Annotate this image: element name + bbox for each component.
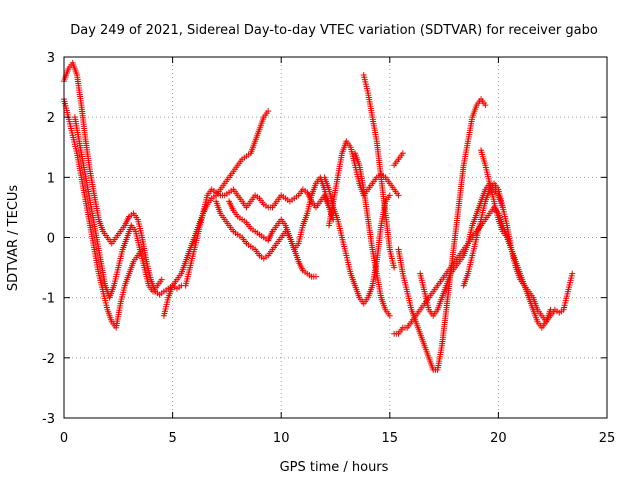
series-arc-3 xyxy=(71,114,165,301)
data-point xyxy=(312,273,319,280)
series-arc-1 xyxy=(61,60,185,298)
chart-title: Day 249 of 2021, Sidereal Day-to-day VTE… xyxy=(70,23,598,38)
y-tick-label: 3 xyxy=(47,51,55,66)
y-tick-label: 0 xyxy=(47,232,55,247)
y-tick-label: -1 xyxy=(42,292,55,307)
data-point xyxy=(569,270,576,277)
data-points xyxy=(61,60,576,373)
x-tick-label: 0 xyxy=(60,431,68,446)
x-axis-label: GPS time / hours xyxy=(280,460,389,475)
data-point xyxy=(391,264,398,271)
tick-labels: 0 5 10 15 20 25 -3 -2 -1 0 1 2 3 xyxy=(42,51,615,446)
series-arc-7 xyxy=(226,174,332,253)
data-point xyxy=(482,102,489,109)
series-arc-9 xyxy=(321,174,393,307)
series-arc-13 xyxy=(395,96,489,373)
series-arc-4 xyxy=(160,108,272,319)
axis-ticks xyxy=(63,56,608,419)
data-point xyxy=(386,312,393,319)
x-tick-label: 25 xyxy=(599,431,616,446)
y-axis-label: SDTVAR / TECUs xyxy=(6,185,21,292)
series-arc-17 xyxy=(478,147,554,331)
data-point xyxy=(265,108,272,115)
series-arc-10 xyxy=(352,150,393,319)
y-tick-label: 2 xyxy=(47,111,55,126)
series-arc-6 xyxy=(213,198,319,280)
x-tick-label: 20 xyxy=(490,431,507,446)
data-point xyxy=(399,150,406,157)
series-arc-11 xyxy=(360,72,398,271)
y-tick-label: 1 xyxy=(47,171,55,186)
data-point xyxy=(547,306,554,313)
series-arc-5 xyxy=(182,186,337,289)
data-point xyxy=(395,192,402,199)
series-arc-15 xyxy=(417,180,506,319)
series-arc-2 xyxy=(61,96,146,331)
y-tick-label: -2 xyxy=(42,352,55,367)
x-tick-label: 15 xyxy=(382,431,399,446)
y-tick-label: -3 xyxy=(42,412,55,427)
x-tick-label: 10 xyxy=(273,431,290,446)
data-point xyxy=(158,276,165,283)
series-arc-12 xyxy=(391,150,406,169)
data-point xyxy=(386,192,393,199)
x-tick-label: 5 xyxy=(168,431,176,446)
